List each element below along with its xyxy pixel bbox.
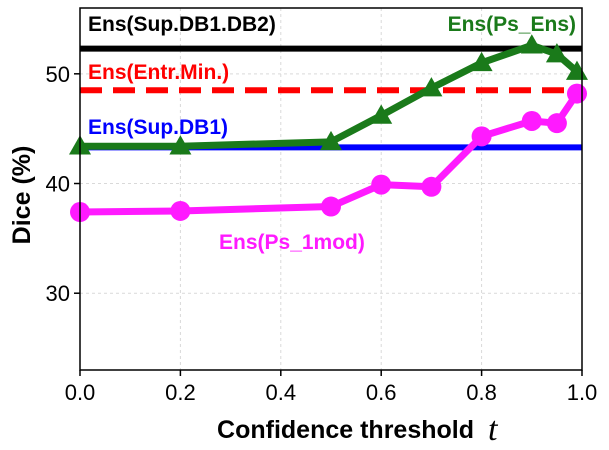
x-tick-label-2: 0.4 <box>266 380 297 405</box>
label-ps-ens: Ens(Ps_Ens) <box>448 13 576 36</box>
x-tick-label-0: 0.0 <box>65 380 96 405</box>
y-tick-label-2: 50 <box>46 62 70 87</box>
series-1-point-3 <box>371 174 392 195</box>
axis-ticks: 0.0 0.2 0.4 0.6 0.8 1.0 30 40 50 <box>46 62 598 405</box>
series-1-point-4 <box>421 176 442 197</box>
series-0-point-3 <box>370 104 393 124</box>
series-1-point-7 <box>546 113 567 134</box>
label-sup-db1-db2: Ens(Sup.DB1.DB2) <box>88 13 276 36</box>
series-1-point-6 <box>521 110 542 131</box>
label-entr-min: Ens(Entr.Min.) <box>88 61 229 84</box>
y-axis-label: Dice (%) <box>8 146 36 245</box>
x-tick-label-5: 1.0 <box>567 380 598 405</box>
series-1-point-2 <box>321 196 341 217</box>
x-axis-variable: t <box>488 411 499 448</box>
series-1-point-5 <box>471 126 492 147</box>
plot-frame <box>79 7 583 371</box>
y-tick-label-1: 40 <box>46 172 70 197</box>
label-sup-db1: Ens(Sup.DB1) <box>88 116 228 139</box>
x-axis-label: Confidence threshold <box>217 416 474 444</box>
series-0-point-6 <box>520 34 543 54</box>
series-labels: Ens(Sup.DB1.DB2) Ens(Ps_Ens) Ens(Entr.Min.… <box>88 13 576 254</box>
series-1-point-8 <box>566 83 587 104</box>
series-0-point-7 <box>545 43 568 63</box>
x-tick-label-1: 0.2 <box>165 380 196 405</box>
series-0-point-4 <box>420 77 443 97</box>
label-ps-1mod: Ens(Ps_1mod) <box>219 231 365 254</box>
series-0-point-1 <box>169 135 192 155</box>
x-tick-label-4: 0.8 <box>466 380 497 405</box>
y-tick-label-0: 30 <box>46 281 70 306</box>
series-0-point-2 <box>320 130 342 151</box>
x-tick-label-3: 0.6 <box>366 380 397 405</box>
series-line-1 <box>79 91 580 216</box>
series-0-point-5 <box>470 51 493 72</box>
series-1-point-1 <box>170 200 191 221</box>
